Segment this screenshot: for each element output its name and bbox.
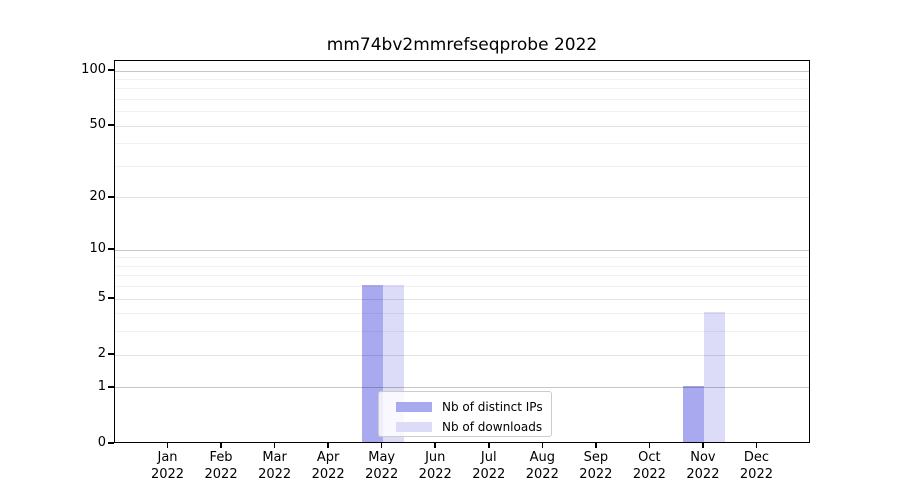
- bar-nb-of-distinct-ips-nov: [682, 385, 704, 442]
- gridline-y-5: [115, 298, 809, 300]
- x-tick-label-sep: Sep 2022: [579, 450, 613, 482]
- legend-label-downloads: Nb of downloads: [442, 420, 543, 434]
- x-tick-mark: [755, 443, 758, 448]
- x-tick-mark: [595, 443, 597, 448]
- x-tick-mark: [273, 443, 276, 448]
- plot-area: [114, 60, 810, 443]
- y-tick-label-20: 20: [89, 188, 106, 204]
- x-tick-label-feb: Feb 2022: [204, 450, 238, 482]
- y-tick-mark: [108, 196, 114, 198]
- legend-item-downloads: Nb of downloads: [396, 419, 545, 435]
- y-tick-mark: [108, 353, 114, 355]
- x-tick-label-mar: Mar 2022: [258, 450, 292, 482]
- legend-item-distinct-ips: Nb of distinct IPs: [396, 399, 545, 415]
- gridline-y-70: [115, 98, 809, 100]
- x-tick-mark: [541, 443, 544, 448]
- gridline-y-20: [115, 197, 809, 199]
- x-tick-mark: [648, 443, 651, 448]
- x-tick-label-oct: Oct 2022: [632, 450, 666, 482]
- gridline-y-80: [115, 88, 809, 90]
- y-tick-label-50: 50: [89, 117, 106, 133]
- x-tick-label-jul: Jul 2022: [472, 450, 506, 482]
- y-tick-mark: [108, 297, 114, 299]
- legend-swatch-downloads: [396, 422, 432, 432]
- gridline-y-7: [115, 275, 809, 277]
- y-tick-label-5: 5: [97, 290, 106, 306]
- x-tick-mark: [166, 443, 169, 448]
- gridline-y-9: [115, 257, 809, 259]
- y-tick-mark: [108, 386, 114, 388]
- y-tick-label-1: 1: [97, 378, 106, 394]
- gridline-y-3: [115, 331, 809, 333]
- x-tick-label-dec: Dec 2022: [739, 450, 773, 482]
- legend-label-distinct-ips: Nb of distinct IPs: [442, 400, 543, 414]
- gridline-y-30: [115, 165, 809, 167]
- gridline-y-1: [115, 387, 809, 389]
- gridline-y-40: [115, 143, 809, 145]
- x-tick-label-may: May 2022: [365, 450, 399, 482]
- bar-nb-of-downloads-nov: [703, 311, 725, 442]
- gridline-y-50: [115, 125, 809, 127]
- legend-swatch-distinct-ips: [396, 402, 432, 412]
- y-tick-mark: [108, 442, 114, 444]
- gridline-y-2: [115, 354, 809, 356]
- gridline-y-100: [115, 70, 809, 72]
- y-tick-mark: [108, 248, 114, 250]
- y-tick-label-2: 2: [97, 346, 106, 362]
- bar-nb-of-distinct-ips-may: [361, 284, 383, 442]
- gridline-y-4: [115, 313, 809, 315]
- x-tick-mark: [702, 443, 704, 448]
- x-tick-mark: [327, 443, 329, 448]
- x-tick-mark: [488, 443, 490, 448]
- x-tick-label-apr: Apr 2022: [311, 450, 345, 482]
- gridline-y-8: [115, 265, 809, 267]
- x-tick-label-jan: Jan 2022: [150, 450, 185, 482]
- x-tick-mark: [434, 443, 436, 448]
- x-tick-mark: [220, 443, 222, 448]
- x-tick-mark: [380, 443, 383, 448]
- y-tick-mark: [108, 69, 114, 71]
- x-tick-label-aug: Aug 2022: [525, 450, 559, 482]
- x-tick-label-nov: Nov 2022: [686, 450, 720, 482]
- x-tick-label-jun: Jun 2022: [418, 450, 452, 482]
- y-tick-label-10: 10: [89, 241, 106, 257]
- gridline-y-90: [115, 78, 809, 80]
- gridline-y-10: [115, 249, 809, 251]
- y-tick-mark: [108, 124, 114, 126]
- gridline-y-6: [115, 286, 809, 288]
- y-tick-label-0: 0: [97, 435, 106, 450]
- legend: Nb of distinct IPs Nb of downloads: [378, 391, 552, 437]
- gridline-y-60: [115, 111, 809, 113]
- chart-title: mm74bv2mmrefseqprobe 2022: [326, 35, 598, 55]
- y-tick-label-100: 100: [81, 62, 106, 77]
